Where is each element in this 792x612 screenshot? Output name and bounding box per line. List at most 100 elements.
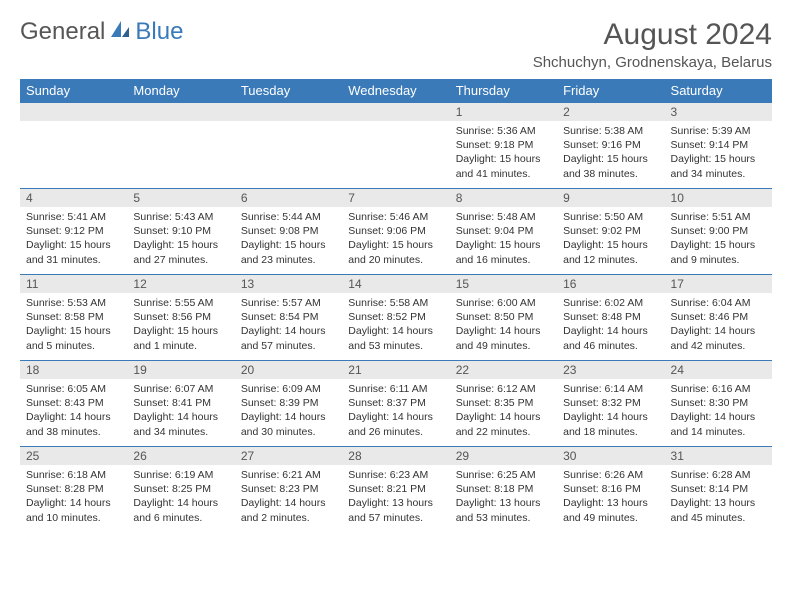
calendar-cell: 27Sunrise: 6:21 AMSunset: 8:23 PMDayligh…	[235, 447, 342, 533]
calendar-cell: 21Sunrise: 6:11 AMSunset: 8:37 PMDayligh…	[342, 361, 449, 447]
calendar-cell: 11Sunrise: 5:53 AMSunset: 8:58 PMDayligh…	[20, 275, 127, 361]
day-number: 30	[557, 447, 664, 465]
day-details: Sunrise: 5:53 AMSunset: 8:58 PMDaylight:…	[20, 293, 127, 356]
day-details: Sunrise: 5:38 AMSunset: 9:16 PMDaylight:…	[557, 121, 664, 184]
calendar-cell: 18Sunrise: 6:05 AMSunset: 8:43 PMDayligh…	[20, 361, 127, 447]
day-details: Sunrise: 6:19 AMSunset: 8:25 PMDaylight:…	[127, 465, 234, 528]
calendar-cell: 13Sunrise: 5:57 AMSunset: 8:54 PMDayligh…	[235, 275, 342, 361]
day-details: Sunrise: 6:00 AMSunset: 8:50 PMDaylight:…	[450, 293, 557, 356]
calendar-cell	[342, 103, 449, 189]
month-title: August 2024	[533, 18, 772, 52]
calendar-cell: 15Sunrise: 6:00 AMSunset: 8:50 PMDayligh…	[450, 275, 557, 361]
day-number: 28	[342, 447, 449, 465]
calendar-cell: 31Sunrise: 6:28 AMSunset: 8:14 PMDayligh…	[665, 447, 772, 533]
day-details: Sunrise: 6:26 AMSunset: 8:16 PMDaylight:…	[557, 465, 664, 528]
calendar-cell: 28Sunrise: 6:23 AMSunset: 8:21 PMDayligh…	[342, 447, 449, 533]
calendar-cell: 10Sunrise: 5:51 AMSunset: 9:00 PMDayligh…	[665, 189, 772, 275]
day-details: Sunrise: 6:02 AMSunset: 8:48 PMDaylight:…	[557, 293, 664, 356]
calendar-week-row: 18Sunrise: 6:05 AMSunset: 8:43 PMDayligh…	[20, 361, 772, 447]
brand-part1: General	[20, 18, 105, 46]
day-details: Sunrise: 5:55 AMSunset: 8:56 PMDaylight:…	[127, 293, 234, 356]
day-details: Sunrise: 6:11 AMSunset: 8:37 PMDaylight:…	[342, 379, 449, 442]
calendar-cell: 14Sunrise: 5:58 AMSunset: 8:52 PMDayligh…	[342, 275, 449, 361]
day-number: 22	[450, 361, 557, 379]
sail-icon	[109, 18, 131, 46]
day-details: Sunrise: 5:50 AMSunset: 9:02 PMDaylight:…	[557, 207, 664, 270]
calendar-cell: 26Sunrise: 6:19 AMSunset: 8:25 PMDayligh…	[127, 447, 234, 533]
day-details: Sunrise: 5:57 AMSunset: 8:54 PMDaylight:…	[235, 293, 342, 356]
calendar-cell: 17Sunrise: 6:04 AMSunset: 8:46 PMDayligh…	[665, 275, 772, 361]
calendar-cell: 16Sunrise: 6:02 AMSunset: 8:48 PMDayligh…	[557, 275, 664, 361]
day-number: 15	[450, 275, 557, 293]
day-number: 8	[450, 189, 557, 207]
weekday-header: Tuesday	[235, 79, 342, 103]
calendar-cell: 7Sunrise: 5:46 AMSunset: 9:06 PMDaylight…	[342, 189, 449, 275]
brand-part2: Blue	[135, 18, 183, 46]
day-details: Sunrise: 5:44 AMSunset: 9:08 PMDaylight:…	[235, 207, 342, 270]
day-number: 31	[665, 447, 772, 465]
weekday-header: Saturday	[665, 79, 772, 103]
calendar-week-row: 11Sunrise: 5:53 AMSunset: 8:58 PMDayligh…	[20, 275, 772, 361]
calendar-cell: 29Sunrise: 6:25 AMSunset: 8:18 PMDayligh…	[450, 447, 557, 533]
day-number: 18	[20, 361, 127, 379]
day-details: Sunrise: 6:14 AMSunset: 8:32 PMDaylight:…	[557, 379, 664, 442]
day-number: 12	[127, 275, 234, 293]
day-details: Sunrise: 6:16 AMSunset: 8:30 PMDaylight:…	[665, 379, 772, 442]
day-number: 4	[20, 189, 127, 207]
calendar-week-row: 4Sunrise: 5:41 AMSunset: 9:12 PMDaylight…	[20, 189, 772, 275]
calendar-cell	[20, 103, 127, 189]
calendar-cell: 12Sunrise: 5:55 AMSunset: 8:56 PMDayligh…	[127, 275, 234, 361]
calendar-cell: 25Sunrise: 6:18 AMSunset: 8:28 PMDayligh…	[20, 447, 127, 533]
day-number: 19	[127, 361, 234, 379]
calendar-cell: 2Sunrise: 5:38 AMSunset: 9:16 PMDaylight…	[557, 103, 664, 189]
calendar-cell	[235, 103, 342, 189]
calendar-cell: 20Sunrise: 6:09 AMSunset: 8:39 PMDayligh…	[235, 361, 342, 447]
calendar-cell: 1Sunrise: 5:36 AMSunset: 9:18 PMDaylight…	[450, 103, 557, 189]
calendar-cell: 24Sunrise: 6:16 AMSunset: 8:30 PMDayligh…	[665, 361, 772, 447]
day-details: Sunrise: 5:46 AMSunset: 9:06 PMDaylight:…	[342, 207, 449, 270]
day-number: 6	[235, 189, 342, 207]
calendar-cell: 30Sunrise: 6:26 AMSunset: 8:16 PMDayligh…	[557, 447, 664, 533]
day-number: 2	[557, 103, 664, 121]
day-details: Sunrise: 6:07 AMSunset: 8:41 PMDaylight:…	[127, 379, 234, 442]
day-number: 16	[557, 275, 664, 293]
weekday-header: Sunday	[20, 79, 127, 103]
calendar-cell: 5Sunrise: 5:43 AMSunset: 9:10 PMDaylight…	[127, 189, 234, 275]
weekday-header: Monday	[127, 79, 234, 103]
calendar-cell: 8Sunrise: 5:48 AMSunset: 9:04 PMDaylight…	[450, 189, 557, 275]
day-number: 20	[235, 361, 342, 379]
day-number: 14	[342, 275, 449, 293]
calendar-table: SundayMondayTuesdayWednesdayThursdayFrid…	[20, 79, 772, 533]
day-number: 7	[342, 189, 449, 207]
calendar-cell: 6Sunrise: 5:44 AMSunset: 9:08 PMDaylight…	[235, 189, 342, 275]
day-details: Sunrise: 5:36 AMSunset: 9:18 PMDaylight:…	[450, 121, 557, 184]
calendar-cell: 4Sunrise: 5:41 AMSunset: 9:12 PMDaylight…	[20, 189, 127, 275]
day-number: 13	[235, 275, 342, 293]
day-details: Sunrise: 5:58 AMSunset: 8:52 PMDaylight:…	[342, 293, 449, 356]
calendar-cell	[127, 103, 234, 189]
day-details: Sunrise: 5:39 AMSunset: 9:14 PMDaylight:…	[665, 121, 772, 184]
calendar-head: SundayMondayTuesdayWednesdayThursdayFrid…	[20, 79, 772, 103]
day-number: 1	[450, 103, 557, 121]
day-number-empty	[342, 103, 449, 121]
day-number: 21	[342, 361, 449, 379]
day-number: 10	[665, 189, 772, 207]
day-number: 17	[665, 275, 772, 293]
calendar-cell: 23Sunrise: 6:14 AMSunset: 8:32 PMDayligh…	[557, 361, 664, 447]
day-number: 23	[557, 361, 664, 379]
day-number: 24	[665, 361, 772, 379]
day-details: Sunrise: 5:51 AMSunset: 9:00 PMDaylight:…	[665, 207, 772, 270]
weekday-row: SundayMondayTuesdayWednesdayThursdayFrid…	[20, 79, 772, 103]
day-details: Sunrise: 6:05 AMSunset: 8:43 PMDaylight:…	[20, 379, 127, 442]
day-number-empty	[127, 103, 234, 121]
weekday-header: Wednesday	[342, 79, 449, 103]
day-details: Sunrise: 6:18 AMSunset: 8:28 PMDaylight:…	[20, 465, 127, 528]
weekday-header: Thursday	[450, 79, 557, 103]
weekday-header: Friday	[557, 79, 664, 103]
day-number: 3	[665, 103, 772, 121]
day-details: Sunrise: 6:23 AMSunset: 8:21 PMDaylight:…	[342, 465, 449, 528]
day-details: Sunrise: 6:21 AMSunset: 8:23 PMDaylight:…	[235, 465, 342, 528]
calendar-cell: 22Sunrise: 6:12 AMSunset: 8:35 PMDayligh…	[450, 361, 557, 447]
calendar-cell: 9Sunrise: 5:50 AMSunset: 9:02 PMDaylight…	[557, 189, 664, 275]
title-block: August 2024 Shchuchyn, Grodnenskaya, Bel…	[533, 18, 772, 71]
